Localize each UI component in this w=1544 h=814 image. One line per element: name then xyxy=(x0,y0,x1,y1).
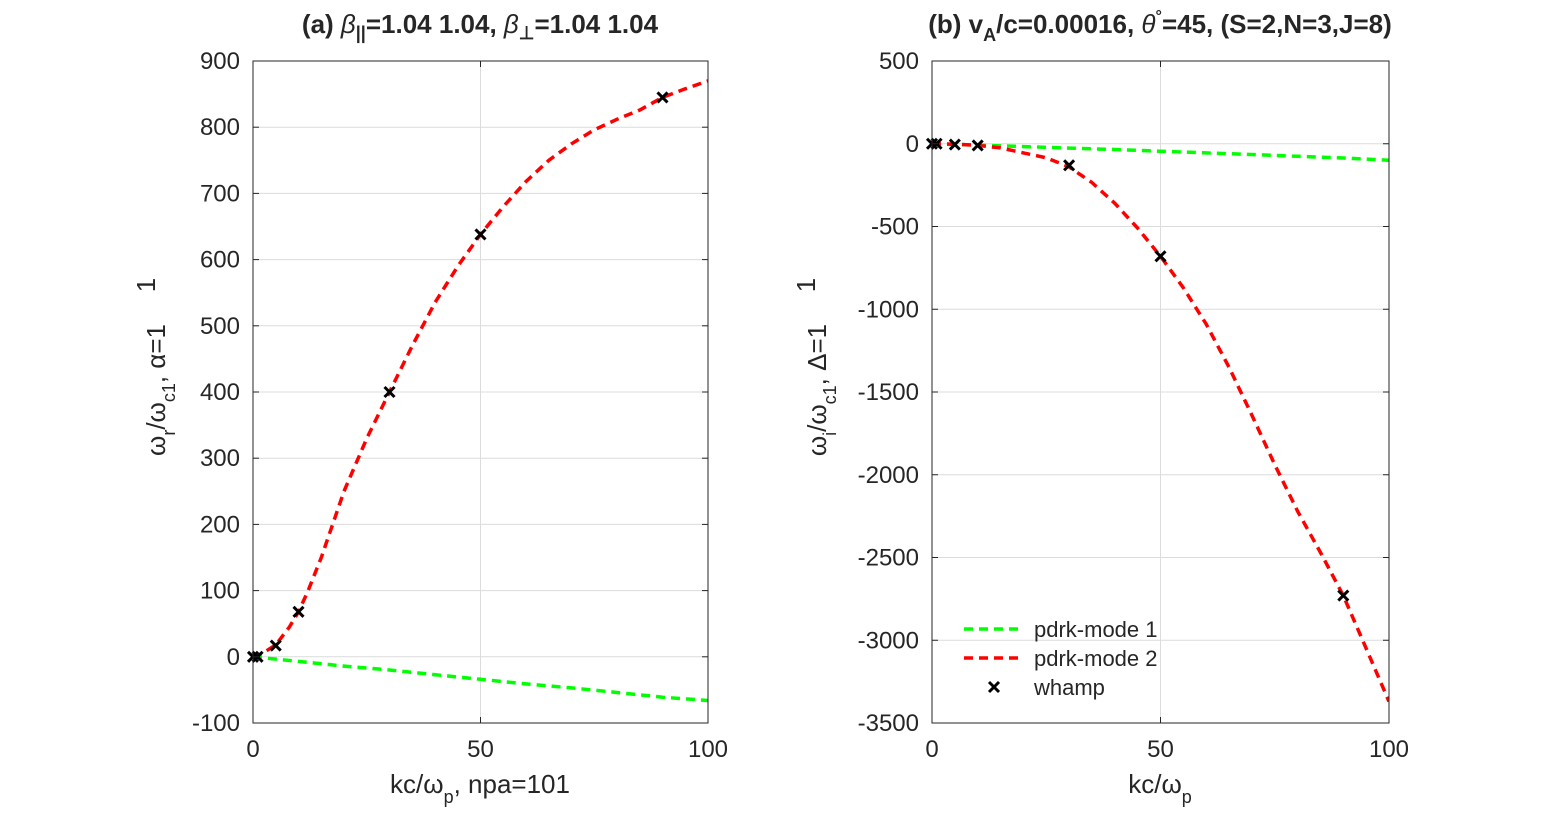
legend-label: pdrk-mode 2 xyxy=(1034,646,1158,671)
x-tick-label: 100 xyxy=(688,736,728,763)
panel-b-ylabel-extra: 1 xyxy=(791,278,821,292)
y-tick-label: -2500 xyxy=(858,545,919,572)
y-tick-label: 100 xyxy=(200,578,240,605)
x-tick-label: 50 xyxy=(467,736,494,763)
panel-a-ylabel-extra: 1 xyxy=(131,278,161,292)
whamp-marker xyxy=(1063,159,1076,172)
whamp-marker xyxy=(656,91,669,104)
whamp-marker xyxy=(971,139,984,152)
x-tick-label: 50 xyxy=(1147,736,1174,763)
legend-swatch-whamp xyxy=(987,680,1001,694)
whamp-marker xyxy=(269,639,282,652)
panel-b: -3500 -3000 -2500 -2000 -1500 -1000 -500 0 500 0 5… xyxy=(791,8,1409,807)
panel-b-ticks: -3500 -3000 -2500 -2000 -1500 -1000 -500 0 500 0 5… xyxy=(858,48,1409,763)
y-tick-label: 800 xyxy=(200,114,240,141)
panel-b-series xyxy=(925,137,1389,703)
whamp-marker xyxy=(1337,589,1350,602)
panel-b-xlabel: kc/ωp xyxy=(1128,769,1192,807)
y-tick-label: -100 xyxy=(192,710,240,737)
x-tick-label: 0 xyxy=(925,736,938,763)
whamp-marker xyxy=(1154,250,1167,263)
legend-label: pdrk-mode 1 xyxy=(1034,617,1158,642)
y-tick-label: 300 xyxy=(200,445,240,472)
y-tick-label: 500 xyxy=(879,48,919,75)
x-tick-label: 100 xyxy=(1369,736,1409,763)
panel-b-ylabel: ωi/ωc1, Δ=1 xyxy=(802,324,840,456)
y-tick-label: 600 xyxy=(200,247,240,274)
y-tick-label: 400 xyxy=(200,379,240,406)
y-tick-label: 200 xyxy=(200,511,240,538)
y-tick-label: 700 xyxy=(200,180,240,207)
series-line-pdrk-mode-1 xyxy=(253,655,708,703)
panel-a-grid xyxy=(252,60,709,724)
panel-a-ylabel: ωr/ωc1, α=1 xyxy=(141,324,179,456)
whamp-marker xyxy=(474,228,487,241)
legend-label: whamp xyxy=(1033,675,1105,700)
y-tick-label: -3000 xyxy=(858,627,919,654)
y-tick-label: -2000 xyxy=(858,462,919,489)
y-tick-label: -3500 xyxy=(858,710,919,737)
panel-b-title: (b) vA/c=0.00016, θ°=45, (S=2,N=3,J=8) xyxy=(928,8,1392,45)
panel-b-legend: pdrk-mode 1 pdrk-mode 2 whamp xyxy=(964,617,1158,700)
series-line-pdrk-mode-2 xyxy=(932,142,1389,703)
whamp-marker xyxy=(383,385,396,399)
series-line-pdrk-mode-1 xyxy=(932,142,1389,163)
y-tick-label: -1000 xyxy=(858,296,919,323)
y-tick-label: -500 xyxy=(871,214,919,241)
y-tick-label: 500 xyxy=(200,313,240,340)
panel-a-series xyxy=(246,79,708,703)
panel-b-grid xyxy=(931,60,1390,724)
x-tick-label: 0 xyxy=(246,736,259,763)
y-tick-label: 0 xyxy=(227,644,240,671)
y-tick-label: 900 xyxy=(200,48,240,75)
whamp-marker xyxy=(292,605,305,618)
y-tick-label: 0 xyxy=(906,131,919,158)
panel-a-title: (a) β||=1.04 1.04, β⊥=1.04 1.04 xyxy=(302,9,659,43)
panel-a-xlabel: kc/ωp, npa=101 xyxy=(390,769,570,807)
whamp-marker xyxy=(948,138,961,151)
y-tick-label: -1500 xyxy=(858,379,919,406)
